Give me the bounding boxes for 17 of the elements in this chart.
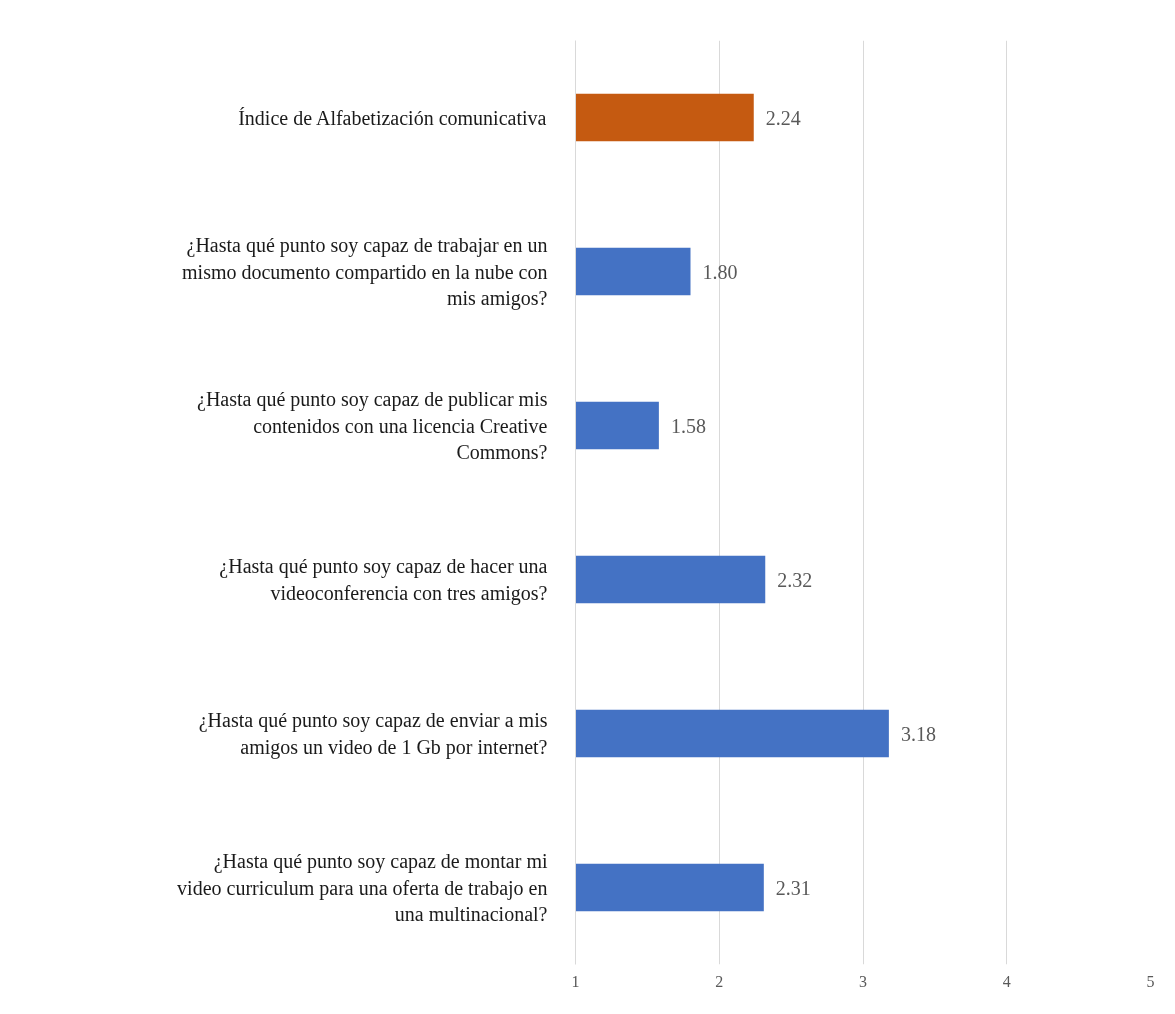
x-tick-label: 4 xyxy=(1002,972,1011,990)
data-label: 1.58 xyxy=(670,414,706,437)
x-tick-label: 3 xyxy=(859,972,867,990)
y-tick-label: ¿Hasta qué punto soy capaz de hacer una videoconferencia con tres amigos? xyxy=(219,555,548,605)
data-label: 2.31 xyxy=(775,876,811,899)
data-label: 3.18 xyxy=(900,722,936,745)
y-tick-label: Índice de Alfabetización comunicativa xyxy=(238,106,547,129)
y-tick-label: ¿Hasta qué punto soy capaz de enviar a mis amigos un video de 1 Gb por internet? xyxy=(198,709,548,759)
data-label: 2.24 xyxy=(765,106,801,129)
x-tick-label: 5 xyxy=(1146,972,1155,990)
x-tick-label: 2 xyxy=(715,972,724,990)
y-tick-label: ¿Hasta qué punto soy capaz de trabajar en un mismo documento compartido en la nube con mis amigos? xyxy=(182,234,548,310)
y-tick-label: ¿Hasta qué punto soy capaz de publicar mis contenidos con una licencia Creative Commons? xyxy=(197,388,548,463)
data-label: 1.80 xyxy=(702,260,738,283)
x-tick-label: 1 xyxy=(571,972,580,990)
y-tick-label: ¿Hasta qué punto soy capaz de montar mi video curriculum para una oferta de trabajo en una multinacional? xyxy=(177,850,548,925)
data-label: 2.32 xyxy=(777,568,813,591)
